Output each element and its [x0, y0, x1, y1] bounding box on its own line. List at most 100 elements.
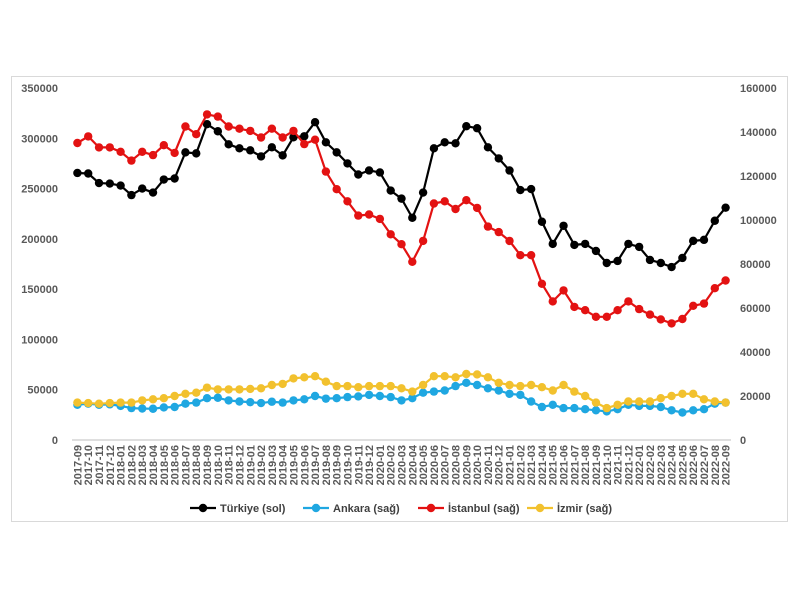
- x-tick-label: 2019-12: [364, 445, 376, 485]
- data-point: [613, 306, 622, 315]
- y-right-tick-label: 100000: [740, 215, 777, 227]
- data-point: [429, 144, 439, 153]
- data-point: [656, 258, 665, 268]
- x-tick-label: 2021-11: [613, 445, 625, 485]
- legend-label: Ankara (sağ): [333, 503, 400, 515]
- data-point: [667, 391, 676, 401]
- data-point: [634, 397, 644, 406]
- data-point: [310, 391, 320, 401]
- x-tick-label: 2018-06: [170, 445, 182, 485]
- x-tick-label: 2018-08: [191, 445, 203, 485]
- data-point: [354, 211, 363, 220]
- data-point: [408, 394, 417, 403]
- data-point: [138, 147, 147, 156]
- data-point: [699, 395, 709, 404]
- x-tick-label: 2020-07: [440, 445, 452, 485]
- data-point: [516, 185, 525, 195]
- data-point: [570, 387, 579, 396]
- data-point: [386, 186, 395, 195]
- x-tick-label: 2021-01: [505, 445, 517, 485]
- data-point: [462, 369, 471, 379]
- data-point: [721, 276, 730, 285]
- legend-swatch-marker: [426, 503, 436, 513]
- x-tick-label: 2017-12: [105, 445, 117, 485]
- data-point: [300, 373, 309, 382]
- y-left-tick-label: 250000: [21, 184, 58, 196]
- data-point: [159, 175, 169, 184]
- x-tick-label: 2021-10: [602, 445, 614, 485]
- data-point: [202, 383, 212, 392]
- data-point: [645, 255, 655, 265]
- data-point: [321, 138, 331, 147]
- data-point: [181, 122, 190, 131]
- data-point: [559, 221, 568, 230]
- data-point: [267, 143, 277, 152]
- data-point: [343, 392, 352, 402]
- data-point: [548, 400, 557, 409]
- data-point: [397, 384, 406, 393]
- data-point: [332, 148, 341, 157]
- data-point: [300, 395, 309, 404]
- data-point: [591, 398, 601, 407]
- x-tick-label: 2021-04: [537, 444, 549, 485]
- data-point: [343, 159, 352, 168]
- data-point: [483, 384, 493, 393]
- data-point: [656, 315, 665, 324]
- legend-swatch-marker: [535, 503, 545, 513]
- data-point: [570, 302, 579, 312]
- x-tick-label: 2021-08: [580, 445, 592, 485]
- data-point: [170, 148, 179, 158]
- y-right-tick-label: 140000: [740, 127, 777, 139]
- data-point: [192, 398, 201, 407]
- data-point: [202, 120, 212, 129]
- data-point: [624, 297, 633, 306]
- data-point: [332, 381, 341, 391]
- data-point: [224, 396, 233, 405]
- data-point: [516, 390, 525, 400]
- data-point: [278, 151, 287, 160]
- data-point: [494, 154, 503, 163]
- data-point: [386, 392, 395, 402]
- data-point: [310, 135, 320, 144]
- x-tick-label: 2021-03: [526, 445, 538, 485]
- data-point: [418, 188, 428, 197]
- data-point: [645, 397, 655, 406]
- y-left-tick-label: 200000: [21, 234, 58, 246]
- data-point: [721, 203, 730, 212]
- x-tick-label: 2018-02: [126, 445, 138, 485]
- data-point: [127, 156, 136, 165]
- data-point: [105, 143, 115, 152]
- data-point: [278, 398, 287, 407]
- x-tick-label: 2020-02: [386, 445, 398, 485]
- data-point: [181, 399, 190, 408]
- data-point: [688, 301, 698, 310]
- x-tick-label: 2018-07: [180, 445, 192, 485]
- x-tick-label: 2019-04: [278, 444, 290, 485]
- x-tick-label: 2022-05: [677, 445, 689, 485]
- data-point: [721, 398, 730, 407]
- data-point: [580, 405, 590, 414]
- data-point: [246, 397, 255, 407]
- data-point: [364, 381, 374, 391]
- legend-label: İzmir (sağ): [557, 502, 612, 515]
- data-point: [548, 239, 557, 249]
- data-point: [397, 194, 406, 203]
- data-point: [408, 257, 417, 266]
- y-left-tick-label: 0: [52, 435, 58, 447]
- y-left-tick-label: 50000: [27, 385, 58, 397]
- data-point: [116, 181, 125, 190]
- y-right-tick-label: 0: [740, 435, 746, 447]
- data-point: [505, 236, 514, 246]
- data-point: [397, 396, 406, 405]
- data-point: [699, 235, 709, 245]
- x-tick-label: 2019-03: [267, 445, 279, 485]
- x-tick-label: 2019-02: [256, 445, 268, 485]
- data-point: [688, 406, 698, 415]
- data-point: [105, 179, 115, 188]
- data-point: [170, 174, 179, 183]
- x-tick-label: 2022-06: [688, 445, 700, 485]
- data-point: [256, 398, 266, 408]
- x-tick-label: 2021-12: [623, 445, 635, 485]
- data-point: [256, 133, 266, 142]
